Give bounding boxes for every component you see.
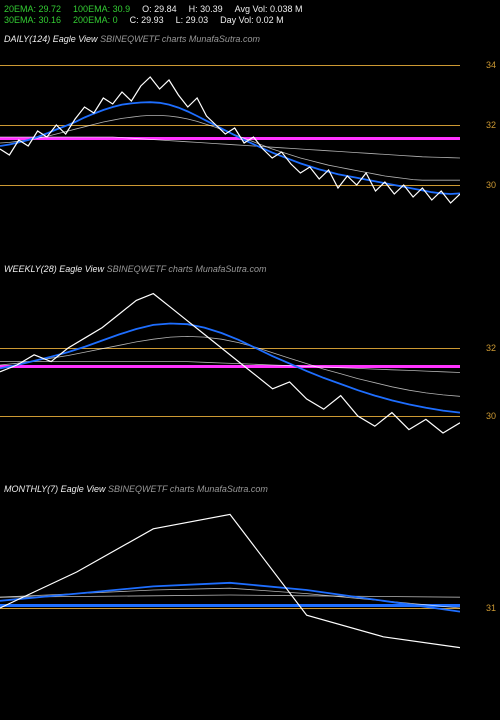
stat: H: 30.39 (189, 4, 223, 15)
series-ema100 (0, 137, 460, 158)
stat: 30EMA: 30.16 (4, 15, 61, 26)
axis-label: 30 (486, 411, 496, 421)
header-stats: 20EMA: 29.72 100EMA: 30.9 O: 29.84 H: 30.39… (4, 4, 315, 26)
stat: Day Vol: 0.02 M (220, 15, 284, 26)
chart-svg (0, 50, 460, 230)
stat: 20EMA: 29.72 (4, 4, 61, 15)
header-row-2: 30EMA: 30.16 200EMA: 0 C: 29.93 L: 29.03 Day… (4, 15, 315, 26)
axis-label: 32 (486, 343, 496, 353)
chart-title: WEEKLY(28) Eagle View SBINEQWETF charts … (4, 264, 266, 274)
series-ema20 (0, 324, 460, 413)
chart-area: 34 32 30 (0, 50, 500, 230)
series-ema30 (0, 588, 460, 608)
series-ema30 (0, 336, 460, 396)
series-ema20 (0, 102, 460, 194)
stat: L: 29.03 (176, 15, 209, 26)
chart-source-link[interactable]: SBINEQWETF charts MunafaSutra.com (100, 34, 260, 44)
axis-label: 32 (486, 120, 496, 130)
chart-title: DAILY(124) Eagle View SBINEQWETF charts … (4, 34, 260, 44)
axis-label: 34 (486, 60, 496, 70)
stat: O: 29.84 (142, 4, 177, 15)
stat: C: 29.93 (130, 15, 164, 26)
stat: Avg Vol: 0.038 M (235, 4, 303, 15)
axis-label: 31 (486, 603, 496, 613)
series-ema100 (0, 595, 460, 597)
stat: 200EMA: 0 (73, 15, 118, 26)
chart-source-link[interactable]: SBINEQWETF charts MunafaSutra.com (107, 264, 267, 274)
header-row-1: 20EMA: 29.72 100EMA: 30.9 O: 29.84 H: 30.39… (4, 4, 315, 15)
chart-svg (0, 500, 460, 680)
chart-source-link[interactable]: SBINEQWETF charts MunafaSutra.com (108, 484, 268, 494)
stat: 100EMA: 30.9 (73, 4, 130, 15)
chart-title: MONTHLY(7) Eagle View SBINEQWETF charts … (4, 484, 268, 494)
series-ema100 (0, 362, 460, 373)
series-ema20 (0, 583, 460, 612)
axis-label: 30 (486, 180, 496, 190)
series-price (0, 514, 460, 647)
chart-svg (0, 280, 460, 450)
chart-area: 32 30 (0, 280, 500, 450)
chart-area: 31 (0, 500, 500, 680)
